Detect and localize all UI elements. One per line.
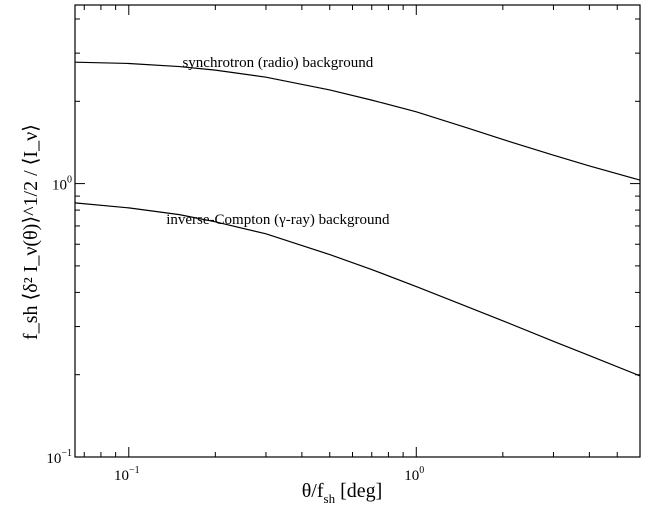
tick-labels: 10−1 100 10−1 100 bbox=[46, 175, 424, 484]
x-tick-label: 10−1 bbox=[114, 465, 140, 484]
plot-frame bbox=[74, 4, 641, 458]
curves bbox=[74, 61, 641, 377]
ticks bbox=[75, 5, 641, 458]
series-line-0 bbox=[74, 61, 641, 181]
y-tick-label: 100 bbox=[52, 175, 72, 194]
curve-labels: synchrotron (radio) background inverse-Co… bbox=[166, 55, 390, 228]
series-label-1: inverse-Compton (γ-ray) background bbox=[166, 212, 390, 228]
x-tick-label: 100 bbox=[404, 465, 424, 484]
series-label-0: synchrotron (radio) background bbox=[182, 55, 373, 71]
x-axis-label: θ/fsh [deg] bbox=[302, 480, 383, 505]
y-tick-label: 10−1 bbox=[46, 448, 72, 467]
y-axis-label: f_sh ⟨δ² I_ν(θ)⟩^1/2 / ⟨I_ν⟩ bbox=[20, 124, 42, 340]
series-line-1 bbox=[74, 202, 641, 377]
